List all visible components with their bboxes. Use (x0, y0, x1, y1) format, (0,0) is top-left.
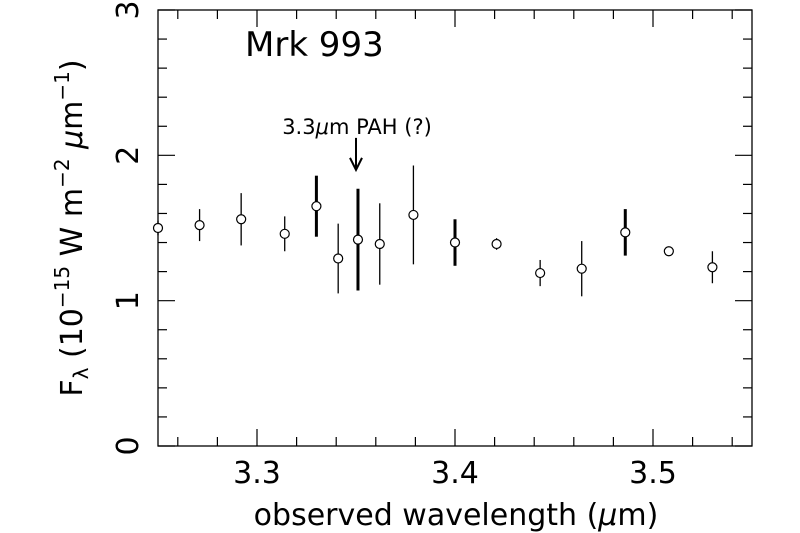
data-point (449, 219, 461, 266)
point-marker (449, 237, 461, 248)
point-marker (152, 222, 164, 234)
data-point (408, 165, 419, 265)
y-axis-label-f: F (55, 379, 90, 396)
pah-annotation-rest: m PAH (?) (329, 115, 432, 139)
y-axis-label-open: (10 (55, 308, 90, 367)
data-point (535, 259, 546, 287)
data-point (152, 220, 164, 236)
data-point (374, 203, 385, 285)
pah-arrow-head (349, 157, 363, 173)
point-marker (707, 262, 718, 273)
point-marker (279, 228, 290, 239)
pah-annotation-num: 3.3 (282, 115, 315, 139)
data-points (152, 165, 718, 297)
y-axis-label-m: m (55, 101, 90, 130)
x-axis-label: observed wavelength (μm) (254, 498, 659, 533)
pah-annotation-mu: μ (315, 115, 329, 139)
point-marker (352, 234, 364, 245)
data-point (352, 188, 364, 291)
point-marker (663, 246, 674, 257)
data-point (576, 241, 587, 297)
x-axis-label-text: observed wavelength ( (254, 498, 599, 533)
y-tick-label: 0 (111, 436, 146, 455)
y-axis-label-mid: W m (55, 188, 90, 266)
x-axis-label-unit: m) (617, 498, 658, 533)
point-marker (535, 267, 546, 279)
pah-annotation: 3.3μm PAH (?) (282, 115, 432, 173)
axis-ticks (158, 9, 752, 447)
x-tick-label: 3.4 (431, 456, 479, 491)
point-marker (194, 219, 205, 231)
x-axis-label-mu: μ (597, 498, 617, 533)
y-axis-label-exp3: −1 (50, 71, 74, 100)
point-marker (576, 263, 587, 274)
chart-title: Mrk 993 (245, 25, 384, 65)
data-point (663, 246, 674, 257)
point-marker (620, 227, 631, 238)
y-axis-label-close: ) (55, 59, 90, 71)
point-marker (374, 238, 385, 250)
x-tick-label: 3.5 (629, 456, 677, 491)
data-point (707, 251, 718, 284)
point-marker (236, 214, 247, 225)
data-point (279, 216, 290, 252)
data-point (333, 223, 344, 294)
point-marker (311, 201, 322, 212)
y-axis-label-mu: μ (55, 130, 90, 159)
y-axis-label-exp2: −2 (50, 158, 74, 187)
data-point (311, 175, 322, 237)
point-marker (408, 209, 419, 221)
tick-labels: 3.3 3.4 3.5 0 1 2 3 (111, 0, 677, 491)
point-marker (333, 253, 344, 264)
point-marker (491, 238, 502, 250)
y-axis-label-exp1: −15 (50, 266, 74, 308)
y-axis-label: Fλ (10−15 W m−2 μm−1) (50, 59, 93, 396)
data-point (194, 209, 205, 242)
x-tick-label: 3.3 (233, 456, 281, 491)
pah-annotation-label: 3.3μm PAH (?) (282, 115, 432, 139)
data-point (236, 193, 247, 246)
y-axis-label-sub: λ (69, 367, 93, 379)
y-tick-label: 1 (111, 291, 146, 310)
y-tick-label: 2 (111, 146, 146, 165)
y-tick-label: 3 (111, 0, 146, 19)
data-point (620, 209, 631, 256)
data-point (491, 238, 502, 250)
